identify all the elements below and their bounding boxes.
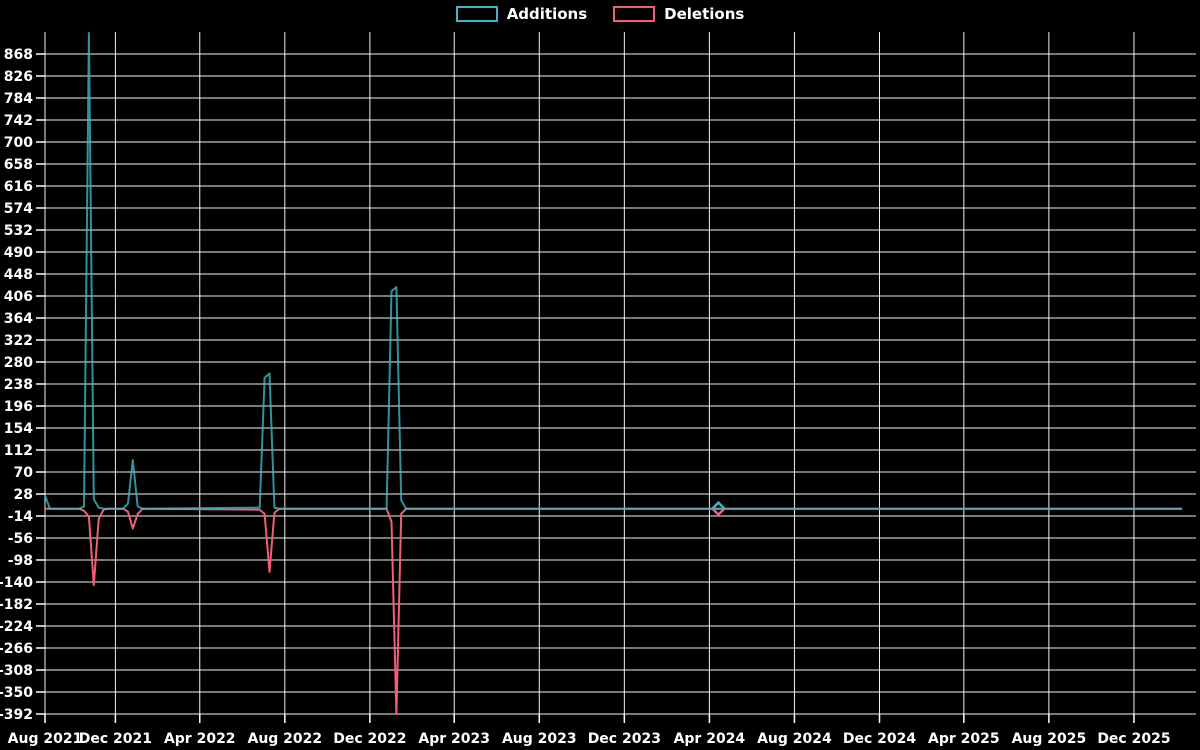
y-tick-label: 658 <box>4 157 33 173</box>
y-tick-label: 532 <box>4 223 33 239</box>
y-tick-label: -266 <box>0 641 33 657</box>
deletions-line <box>45 507 1183 715</box>
x-tick-label: Dec 2022 <box>333 731 406 747</box>
x-tick-label: Dec 2024 <box>843 731 917 747</box>
y-tick-label: 742 <box>4 113 33 129</box>
x-tick-label: Apr 2023 <box>418 731 490 747</box>
y-tick-label: 28 <box>14 487 33 503</box>
data-point-marker-top <box>711 500 726 510</box>
y-tick-label: 112 <box>4 443 33 459</box>
y-tick-label: -224 <box>0 619 33 635</box>
legend-item-additions[interactable]: Additions <box>455 5 588 23</box>
y-tick-label: -56 <box>8 531 33 547</box>
legend-swatch-additions-icon <box>455 6 498 22</box>
x-tick-label: Aug 2024 <box>757 731 832 747</box>
y-tick-label: -14 <box>8 509 34 525</box>
legend-swatch-deletions-icon <box>613 6 656 22</box>
y-tick-label: 448 <box>4 267 33 283</box>
y-tick-label: -350 <box>0 685 33 701</box>
y-tick-label: 280 <box>4 355 33 371</box>
y-tick-label: 700 <box>4 135 33 151</box>
chart-legend: Additions Deletions <box>0 6 1200 22</box>
additions-line <box>44 32 1183 510</box>
y-tick-label: 784 <box>4 91 33 107</box>
legend-label-additions: Additions <box>506 5 588 23</box>
x-tick-label: Dec 2021 <box>79 731 152 747</box>
x-tick-label: Aug 2022 <box>247 731 322 747</box>
legend-label-deletions: Deletions <box>664 5 745 23</box>
y-tick-label: 196 <box>4 399 33 415</box>
y-tick-label: 238 <box>4 377 33 393</box>
y-tick-label: 154 <box>4 421 33 437</box>
y-tick-label: 868 <box>4 47 33 63</box>
y-tick-label: 826 <box>4 69 33 85</box>
y-tick-label: -140 <box>0 575 33 591</box>
legend-item-deletions[interactable]: Deletions <box>613 6 744 22</box>
y-tick-label: -98 <box>8 553 33 569</box>
y-tick-label: -392 <box>0 707 33 723</box>
y-tick-label: 574 <box>4 201 33 217</box>
x-tick-label: Aug 2025 <box>1012 731 1087 747</box>
x-tick-label: Apr 2022 <box>164 731 236 747</box>
y-tick-label: -308 <box>0 663 33 679</box>
x-tick-label: Dec 2025 <box>1097 731 1170 747</box>
x-tick-label: Apr 2024 <box>674 731 746 747</box>
y-tick-label: 322 <box>4 333 33 349</box>
data-point-marker-bottom <box>711 507 726 517</box>
y-tick-label: 406 <box>4 289 33 305</box>
x-tick-label: Apr 2025 <box>928 731 1000 747</box>
y-tick-label: 364 <box>4 311 33 327</box>
x-tick-label: Dec 2023 <box>588 731 661 747</box>
y-tick-label: -182 <box>0 597 33 613</box>
y-tick-label: 490 <box>4 245 33 261</box>
y-tick-label: 616 <box>4 179 33 195</box>
x-tick-label: Aug 2021 <box>8 731 83 747</box>
x-tick-label: Aug 2023 <box>502 731 577 747</box>
y-tick-label: 70 <box>14 465 34 481</box>
